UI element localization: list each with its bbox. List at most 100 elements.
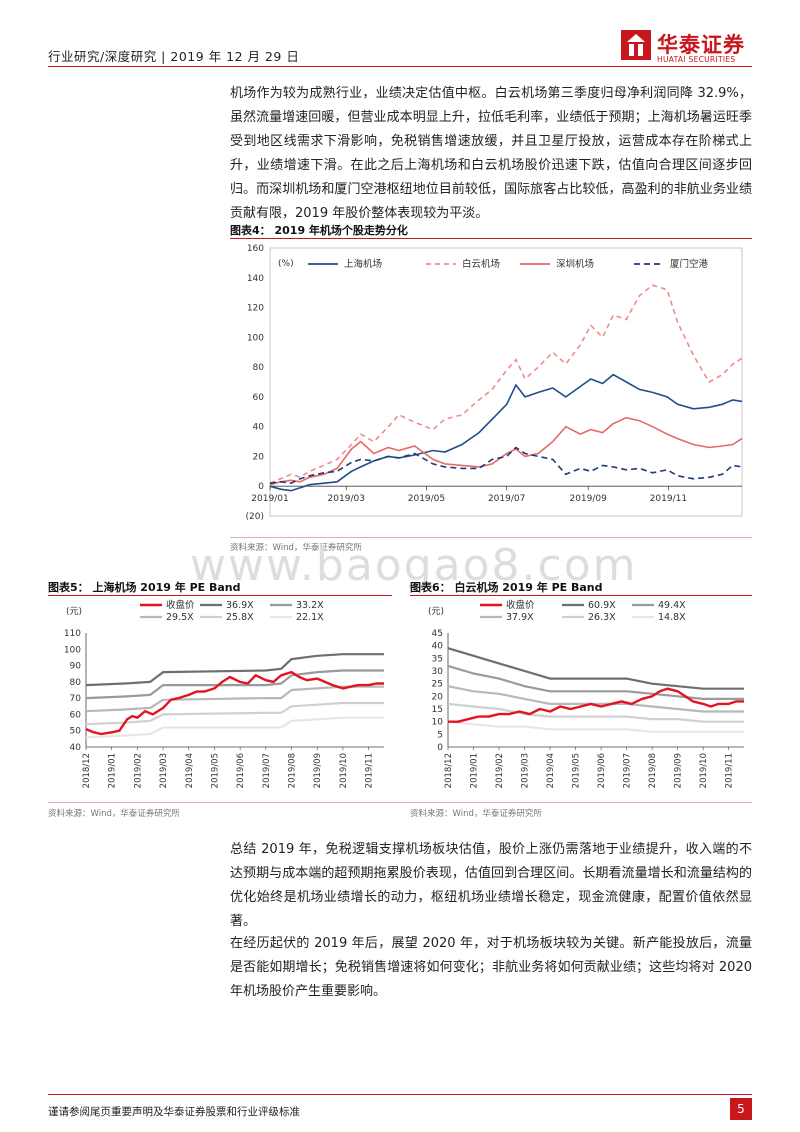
- chart1-ytick-label: 70: [70, 694, 82, 704]
- chart0-ytick-label: 160: [247, 244, 264, 254]
- chart0-legend-label: 上海机场: [344, 258, 382, 270]
- chart1-xtick-label: 2019/05: [210, 753, 220, 788]
- chart1-xtick-label: 2019/01: [108, 753, 118, 788]
- page-number: 5: [730, 1098, 752, 1120]
- chart0-xtick-label: 2019/09: [569, 494, 607, 504]
- chart0-ytick-label: 60: [253, 393, 265, 403]
- chart1-xtick-label: 2019/09: [313, 753, 323, 788]
- chart1-xtick-label: 2019/03: [159, 753, 169, 788]
- chart0-series-line: [269, 416, 743, 486]
- chart0-plot-frame: [269, 247, 743, 517]
- chart0-xtick-label: 2019/01: [251, 494, 288, 504]
- chart0-ytick-label: 120: [247, 304, 264, 314]
- chart2-xtick-label: 2019/07: [623, 753, 633, 788]
- huatai-logo-icon: [621, 30, 651, 60]
- chart0-legend-label: 厦门空港: [670, 258, 709, 270]
- chart0-xtick-label: 2019/07: [488, 494, 525, 504]
- chart2-legend-label: 37.9X: [506, 612, 534, 623]
- chart2-series-line: [447, 702, 744, 723]
- chart1-legend-label: 29.5X: [166, 612, 194, 623]
- chart1-ytick-label: 100: [64, 645, 81, 655]
- figure5-title: 图表5： 上海机场 2019 年 PE Band: [48, 581, 241, 594]
- chart1-legend-label: 36.9X: [226, 600, 254, 611]
- chart2-ytick-label: 0: [437, 743, 443, 753]
- figure4-bottom-rule: [230, 537, 752, 538]
- chart1-unit-label: (元): [66, 607, 82, 617]
- chart2-ytick-label: 35: [432, 654, 443, 664]
- figure4-title: 图表4： 2019 年机场个股走势分化: [230, 224, 408, 237]
- figure6-source: 资料来源：Wind，华泰证券研究所: [410, 809, 542, 819]
- chart2-ytick-label: 10: [432, 718, 444, 728]
- chart0-legend-label: 白云机场: [462, 258, 500, 270]
- chart2-xtick-label: 2019/08: [648, 753, 658, 788]
- chart0-unit-label: (%): [278, 259, 294, 269]
- chart2-legend-label: 14.8X: [658, 612, 686, 623]
- chart1-xtick-label: 2019/06: [236, 753, 246, 788]
- chart0-ytick-label: 80: [253, 363, 265, 373]
- chart2-xtick-label: 2019/01: [470, 753, 480, 788]
- chart1-series-line: [85, 701, 384, 726]
- chart1-xtick-label: 2019/02: [133, 753, 143, 788]
- paragraph-intro: 机场作为较为成熟行业，业绩决定估值中枢。白云机场第三季度归母净利润同降 32.9…: [230, 86, 752, 221]
- chart1-ytick-label: 80: [70, 678, 82, 688]
- chart2-legend-label: 49.4X: [658, 600, 686, 611]
- chart1-ytick-label: 110: [64, 629, 81, 639]
- footer-disclaimer: 谨请参阅尾页重要声明及华泰证券股票和行业评级标准: [48, 1106, 300, 1118]
- chart2-xtick-label: 2019/11: [725, 753, 735, 788]
- chart1-ytick-label: 60: [70, 710, 82, 720]
- chart1-legend-label: 22.1X: [296, 612, 324, 623]
- paragraph-summary: 总结 2019 年，免税逻辑支撑机场板块估值，股价上涨仍需落地于业绩提升，收入端…: [230, 842, 752, 929]
- figure4-source: 资料来源：Wind，华泰证券研究所: [230, 543, 362, 553]
- chart2-ytick-label: 5: [437, 730, 443, 740]
- chart2-series-line: [447, 647, 744, 690]
- chart2-ytick-label: 45: [432, 629, 443, 639]
- header-divider: [48, 66, 752, 67]
- chart2-xtick-label: 2019/05: [572, 753, 582, 788]
- logo-text-cn: 华泰证券: [657, 33, 745, 57]
- paragraph-outlook: 在经历起伏的 2019 年后，展望 2020 年，对于机场板块较为关键。新产能投…: [230, 936, 752, 999]
- chart2-unit-label: (元): [428, 607, 444, 617]
- footer-divider: [48, 1094, 752, 1095]
- chart1-ytick-label: 90: [70, 662, 82, 672]
- chart1-xtick-label: 2019/04: [185, 753, 195, 788]
- chart2-ytick-label: 30: [432, 667, 444, 677]
- chart1-series-line: [85, 670, 384, 736]
- chart2-xtick-label: 2019/02: [495, 753, 505, 788]
- figure5-source: 资料来源：Wind，华泰证券研究所: [48, 809, 180, 819]
- chart2-xtick-label: 2019/06: [597, 753, 607, 788]
- figure6-rule: [410, 595, 752, 596]
- figure56-bottom-rule: [48, 802, 752, 803]
- chart1-series-line: [85, 685, 384, 713]
- chart0-ytick-label: 0: [258, 482, 264, 492]
- chart1-xtick-label: 2019/10: [339, 753, 349, 788]
- chart2-ytick-label: 25: [432, 680, 443, 690]
- chart2-xtick-label: 2019/03: [521, 753, 531, 788]
- chart0-legend-label: 深圳机场: [556, 258, 594, 270]
- chart2-legend-label: 60.9X: [588, 600, 616, 611]
- watermark: www.baogao8.com: [190, 540, 638, 591]
- chart2-xtick-label: 2019/10: [699, 753, 709, 788]
- chart1-xtick-label: 2019/07: [262, 753, 272, 788]
- chart1-xtick-label: 2019/08: [288, 753, 298, 788]
- figure6-title: 图表6： 白云机场 2019 年 PE Band: [410, 581, 603, 594]
- chart0-ytick-label: 20: [253, 452, 265, 462]
- chart1-ytick-label: 50: [70, 727, 82, 737]
- chart2-ytick-label: 15: [432, 705, 443, 715]
- figure5-rule: [48, 595, 392, 596]
- header-breadcrumb: 行业研究/深度研究 | 2019 年 12 月 29 日: [48, 49, 300, 64]
- chart0-ytick-label: 40: [253, 423, 265, 433]
- chart2-legend-label: 收盘价: [506, 599, 535, 611]
- chart2-ytick-label: 20: [432, 692, 444, 702]
- chart1-series-line: [85, 716, 384, 739]
- chart1-legend-label: 收盘价: [166, 599, 195, 611]
- chart0-xtick-label: 2019/11: [650, 494, 687, 504]
- chart0-series-line: [269, 284, 743, 484]
- chart2-ytick-label: 40: [432, 642, 444, 652]
- chart0-series-line: [269, 373, 743, 492]
- chart-baiyun-pe-band: 45 40 35 30 25 20 15 10 5 0 (元) 2018/12 2019/01 2019/…: [428, 599, 744, 788]
- chart1-series-line: [85, 653, 384, 687]
- chart2-series-line: [447, 720, 744, 733]
- chart2-xtick-label: 2019/04: [546, 753, 556, 788]
- chart2-series-line: [448, 687, 744, 723]
- chart-airport-stocks-2019: 160 140 120 100 80 60 40 20 0 (20) 2019/01 2019/03 2…: [246, 244, 743, 522]
